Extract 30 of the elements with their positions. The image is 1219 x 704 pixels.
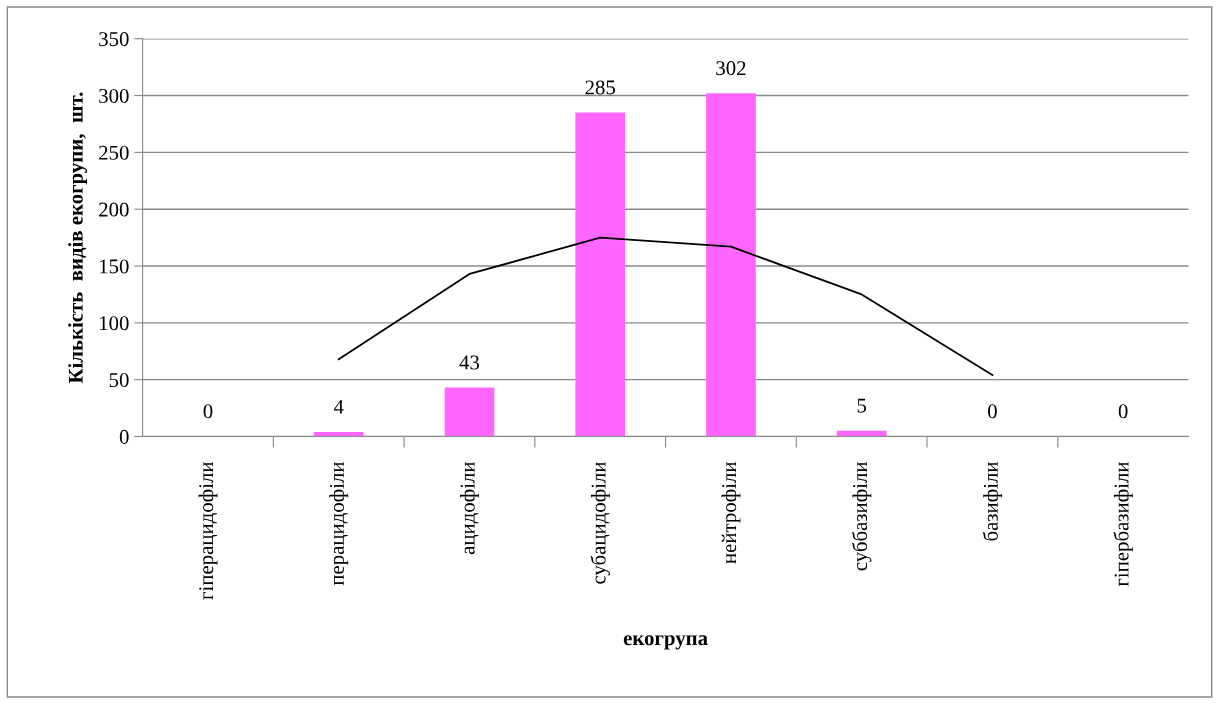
y-tick-label: 100 [100,316,129,331]
y-tick-label: 300 [99,88,129,103]
bar [575,112,626,437]
x-tick-label: ацидофіли [460,461,479,555]
x-tick-label: базифіли [982,461,1003,541]
y-tick-label: 250 [99,145,129,160]
y-tick-label: 50 [109,373,129,388]
x-tick-label: перацидофіли [329,461,349,586]
x-tick-label: субацидофіли [590,461,610,584]
y-tick-label: 150 [100,259,129,274]
x-tick-label: гіперацидофіли [198,461,218,600]
x-tick-label: нейтрофіли [721,461,741,564]
y-tick-label: 0 [119,429,129,444]
data-label: 0 [203,404,213,419]
y-tick-label: 350 [99,32,129,47]
x-axis-title: екогрупа [623,635,708,650]
data-label: 43 [459,355,480,370]
line-series [337,236,994,377]
bar [444,387,495,437]
data-label: 302 [716,61,746,76]
y-axis-title: Кількість видів екогрупи, шт. [68,92,88,384]
data-label: 5 [857,398,867,413]
data-label: 0 [1118,404,1128,419]
x-tick-label: суббазифіли [851,461,872,571]
data-label: 285 [585,80,616,95]
data-label: 0 [988,404,997,419]
bar [706,93,756,437]
x-tick-label: гіпербазифіли [1113,461,1133,587]
data-label: 4 [333,399,344,414]
y-tick-label: 200 [99,202,129,217]
